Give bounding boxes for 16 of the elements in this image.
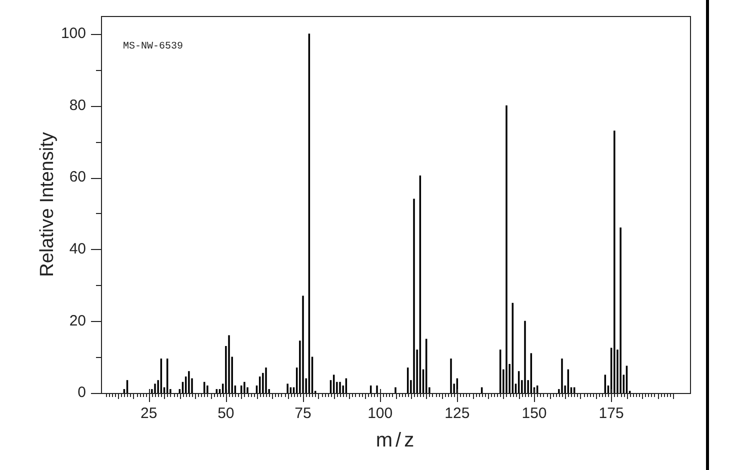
x-tick-label: 150: [522, 405, 547, 422]
y-tick-label: 80: [69, 96, 86, 114]
x-tick-label: 75: [294, 405, 312, 422]
y-tick-label: 60: [69, 168, 86, 186]
y-tick-label: 20: [69, 312, 86, 330]
x-tick-label: 175: [598, 405, 624, 422]
x-axis-title: m/z: [376, 430, 418, 452]
annotation: MS-NW-6539: [123, 42, 184, 53]
y-axis-title: Relative Intensity: [37, 132, 58, 277]
y-tick-label: 0: [78, 384, 86, 402]
y-tick-label: 40: [69, 240, 86, 258]
x-tick-label: 25: [140, 405, 158, 422]
y-tick-label: 100: [60, 25, 86, 42]
x-tick-label: 50: [218, 405, 234, 422]
x-tick-label: 100: [368, 405, 393, 422]
x-tick-label: 125: [444, 405, 470, 422]
